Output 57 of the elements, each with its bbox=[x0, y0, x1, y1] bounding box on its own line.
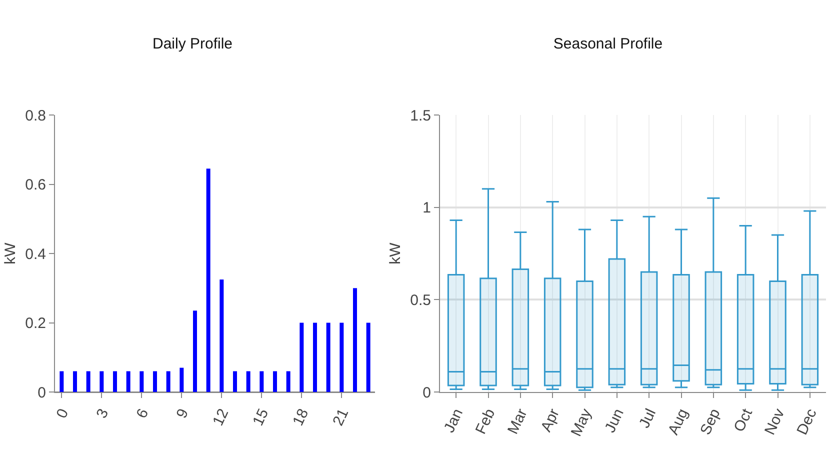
y-tick-label: 0.6 bbox=[25, 176, 46, 194]
bar bbox=[206, 168, 210, 392]
x-tick-label: 9 bbox=[173, 406, 192, 421]
x-tick-label: 0 bbox=[53, 406, 72, 421]
bar bbox=[140, 371, 144, 392]
bar bbox=[286, 371, 290, 392]
bar bbox=[366, 322, 370, 392]
bar bbox=[86, 371, 90, 392]
bar bbox=[353, 288, 357, 392]
x-tick-label: 6 bbox=[133, 406, 152, 421]
x-tick-label: Dec bbox=[794, 406, 821, 438]
x-tick-label: Jul bbox=[636, 406, 660, 431]
x-tick-label: Apr bbox=[538, 406, 564, 435]
x-tick-label: Jun bbox=[602, 406, 628, 436]
bar bbox=[246, 371, 250, 392]
y-tick-label: 0.4 bbox=[25, 246, 46, 263]
y-axis-title: kW bbox=[2, 242, 19, 264]
x-tick-label: Mar bbox=[504, 406, 531, 437]
bar bbox=[60, 371, 64, 392]
chart-title: Daily Profile bbox=[152, 35, 233, 52]
x-tick-label: Feb bbox=[472, 406, 499, 437]
chart-title: Seasonal Profile bbox=[553, 35, 663, 52]
y-tick-label: 0 bbox=[422, 384, 431, 402]
x-tick-label: Jan bbox=[440, 406, 467, 436]
bar bbox=[73, 371, 77, 392]
bar bbox=[300, 322, 304, 392]
bar bbox=[113, 371, 117, 392]
bar bbox=[326, 322, 330, 392]
bar bbox=[126, 371, 130, 392]
y-axis-title: kW bbox=[387, 242, 404, 264]
bar bbox=[273, 371, 277, 392]
x-tick-label: 21 bbox=[330, 406, 352, 428]
bar bbox=[100, 371, 104, 392]
x-tick-label: Sep bbox=[697, 406, 724, 438]
x-tick-label: 12 bbox=[210, 406, 232, 428]
bar bbox=[340, 322, 344, 392]
bar bbox=[220, 279, 224, 392]
x-tick-label: 18 bbox=[290, 406, 312, 428]
bar bbox=[180, 368, 184, 392]
bar bbox=[153, 371, 157, 392]
bar bbox=[166, 371, 170, 392]
x-tick-label: 15 bbox=[250, 406, 272, 428]
bar bbox=[313, 322, 317, 392]
y-tick-label: 0 bbox=[38, 384, 46, 402]
x-tick-label: Aug bbox=[664, 406, 692, 438]
bar bbox=[260, 371, 264, 392]
y-tick-label: 0.5 bbox=[410, 292, 431, 309]
y-tick-label: 0.2 bbox=[25, 315, 46, 332]
bar bbox=[193, 310, 197, 392]
x-tick-label: Oct bbox=[730, 405, 756, 435]
y-tick-label: 0.8 bbox=[25, 107, 46, 124]
bar bbox=[233, 371, 237, 392]
x-tick-label: 3 bbox=[93, 406, 112, 421]
y-tick-label: 1.5 bbox=[410, 107, 431, 124]
y-tick-label: 1 bbox=[422, 200, 431, 217]
x-tick-label: Nov bbox=[761, 406, 788, 438]
x-tick-label: May bbox=[568, 406, 596, 440]
